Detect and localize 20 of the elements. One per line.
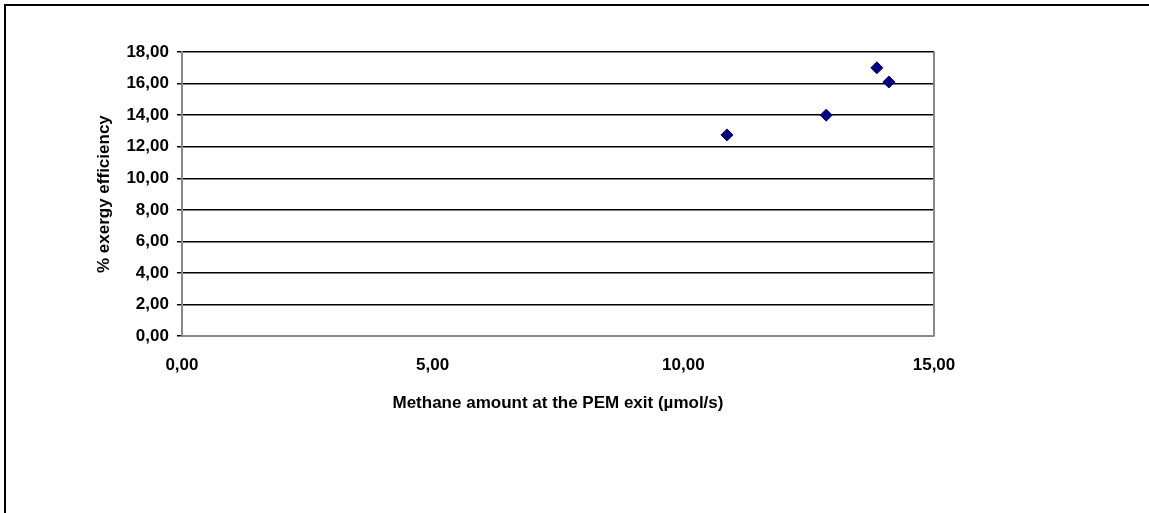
y-tick-label: 8,00 [135, 199, 169, 219]
x-tick-label: 5,00 [416, 355, 450, 375]
x-tick-label: 15,00 [912, 355, 956, 375]
y-tick-label: 16,00 [126, 73, 169, 93]
point [882, 75, 896, 89]
y-tick-label: 2,00 [135, 294, 169, 314]
y-tick-label: 14,00 [126, 104, 169, 124]
point [819, 108, 833, 122]
x-axis-title: Methane amount at the PEM exit (µmol/s) [392, 393, 724, 413]
y-tick-label: 4,00 [135, 262, 169, 282]
y-tick-label: 12,00 [126, 136, 169, 156]
y-tick-label: 10,00 [126, 168, 169, 187]
point [870, 61, 884, 75]
y-tick-label: 18,00 [126, 41, 169, 61]
y-tick-label: 6,00 [135, 231, 169, 251]
x-tick-label: 10,00 [662, 355, 705, 375]
y-axis-title: % exergy efficiency [93, 114, 113, 274]
point [720, 128, 734, 142]
y-tick-label: 0,00 [135, 325, 169, 345]
x-tick-label: 0,00 [165, 355, 199, 375]
